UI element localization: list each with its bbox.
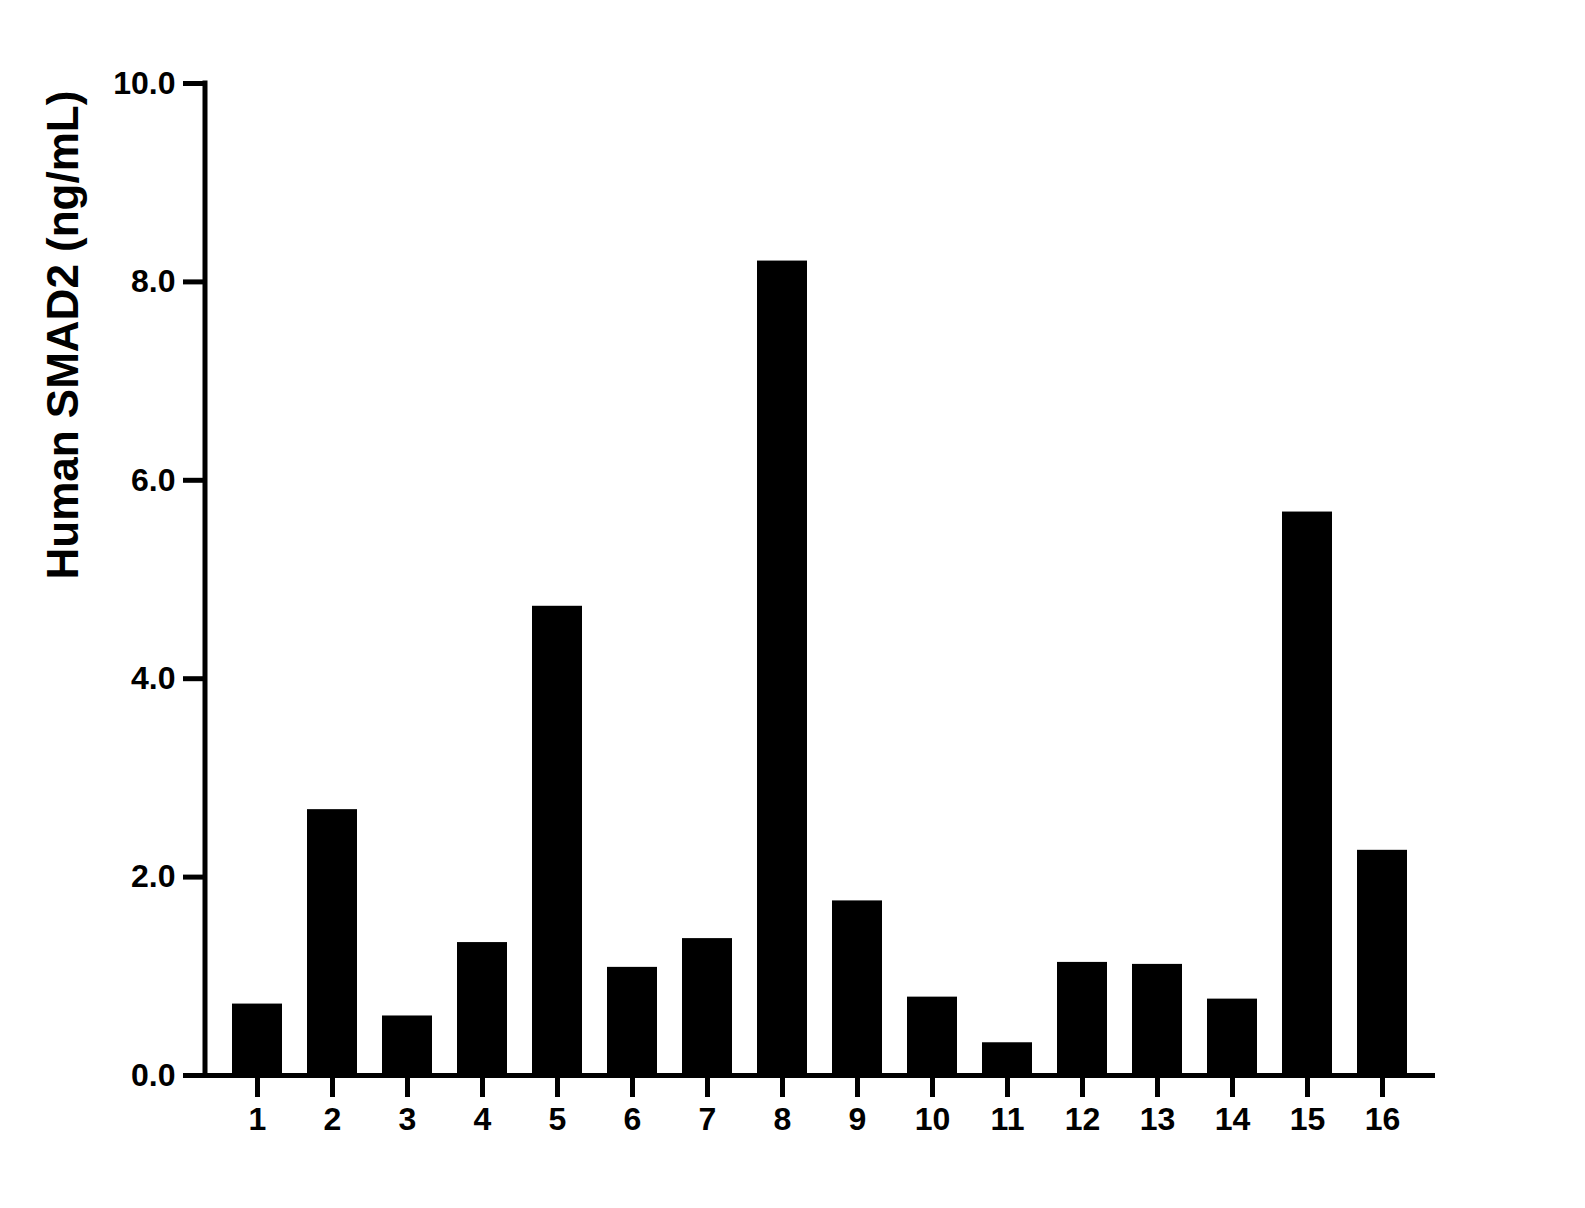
svg-text:11: 11 [991, 1101, 1025, 1137]
svg-text:4: 4 [474, 1101, 492, 1137]
svg-text:8.0: 8.0 [131, 263, 175, 299]
svg-text:9: 9 [849, 1101, 867, 1137]
svg-text:16: 16 [1365, 1101, 1401, 1137]
svg-text:10: 10 [915, 1101, 951, 1137]
svg-text:10.0: 10.0 [113, 65, 175, 101]
svg-text:7: 7 [699, 1101, 717, 1137]
svg-text:2: 2 [324, 1101, 342, 1137]
svg-text:3: 3 [399, 1101, 417, 1137]
svg-text:Human SMAD2 (ng/mL): Human SMAD2 (ng/mL) [38, 91, 87, 580]
svg-text:6.0: 6.0 [131, 462, 175, 498]
svg-text:8: 8 [774, 1101, 792, 1137]
svg-text:5: 5 [549, 1101, 567, 1137]
svg-text:1: 1 [249, 1101, 267, 1137]
svg-text:13: 13 [1140, 1101, 1176, 1137]
svg-text:6: 6 [624, 1101, 642, 1137]
svg-text:0.0: 0.0 [131, 1057, 175, 1093]
svg-text:4.0: 4.0 [131, 660, 175, 696]
svg-text:15: 15 [1290, 1101, 1326, 1137]
svg-text:2.0: 2.0 [131, 858, 175, 894]
svg-text:12: 12 [1065, 1101, 1101, 1137]
svg-text:14: 14 [1215, 1101, 1251, 1137]
